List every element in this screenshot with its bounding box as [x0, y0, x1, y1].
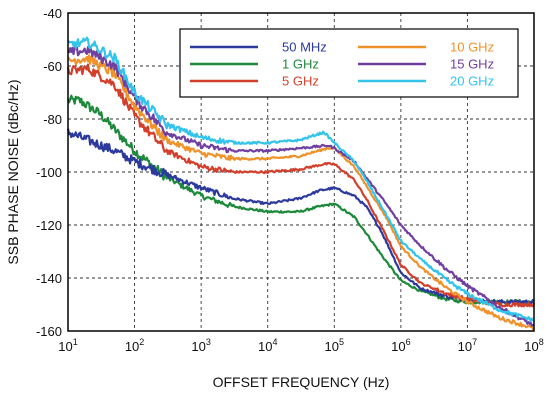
x-tick-label: 104 — [258, 337, 277, 354]
series-line-10-ghz — [67, 54, 535, 331]
legend-label: 15 GHz — [450, 57, 494, 72]
series-line-5-ghz — [66, 63, 536, 308]
x-tick-label: 105 — [325, 337, 344, 354]
x-tick-label: 108 — [524, 337, 543, 354]
legend-label: 1 GHz — [282, 57, 319, 72]
x-tick-label: 102 — [125, 337, 144, 354]
x-tick-label: 101 — [58, 337, 77, 354]
y-tick-labels: -40 -60 -80 -100 -120 -140 -160 — [36, 6, 62, 339]
legend-label: 10 GHz — [450, 40, 494, 55]
grid-lines — [68, 13, 534, 331]
x-tick-label: 103 — [191, 337, 210, 354]
y-tick-label: -160 — [36, 324, 62, 339]
y-axis-label: SSB PHASE NOISE (dBc/Hz) — [5, 79, 21, 264]
x-axis-label: OFFSET FREQUENCY (Hz) — [213, 374, 390, 390]
x-tick-label: 106 — [391, 337, 410, 354]
y-tick-label: -140 — [36, 271, 62, 286]
legend-label: 20 GHz — [450, 74, 494, 89]
y-tick-label: -120 — [36, 218, 62, 233]
legend-label: 5 GHz — [282, 74, 319, 89]
x-tick-label: 107 — [458, 337, 477, 354]
y-tick-label: -100 — [36, 165, 62, 180]
legend-label: 50 MHz — [282, 40, 327, 55]
y-tick-label: -60 — [43, 59, 62, 74]
y-tick-label: -80 — [43, 112, 62, 127]
plot-frame — [67, 12, 535, 332]
series-line-15-ghz — [67, 45, 535, 327]
x-tick-labels: 101 102 103 104 105 106 107 108 — [58, 337, 543, 354]
y-tick-label: -40 — [43, 6, 62, 21]
legend: 50 MHz 1 GHz 5 GHz 10 GHz 15 GHz 20 GHz — [179, 28, 519, 98]
series-line-1-ghz — [66, 94, 535, 305]
series-line-20-ghz — [67, 36, 535, 323]
series-lines — [66, 36, 536, 331]
